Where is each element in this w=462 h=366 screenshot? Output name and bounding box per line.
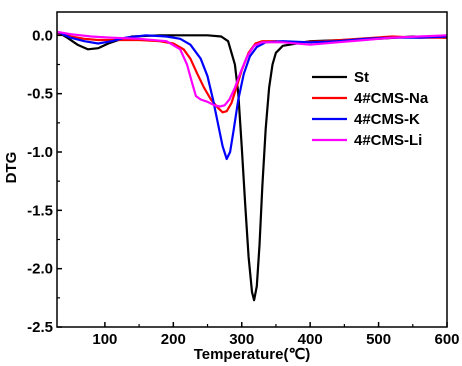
y-tick-label: -2.0: [27, 261, 53, 278]
x-tick-label: 400: [298, 331, 323, 348]
legend-label-2: 4#CMS-K: [354, 111, 420, 128]
plot-frame: [56, 11, 448, 328]
y-tick-label: 0.0: [32, 27, 53, 44]
x-tick-label: 500: [366, 331, 391, 348]
plot-area: [56, 30, 448, 302]
x-tick-label: 200: [161, 331, 186, 348]
x-tick-label: 300: [229, 331, 254, 348]
series-line-3: [56, 30, 448, 108]
legend-label-3: 4#CMS-Li: [354, 132, 422, 149]
x-axis: 100 200 300 400 500 600: [92, 322, 460, 348]
y-tick-label: -0.5: [27, 86, 53, 103]
x-tick-label: 100: [92, 331, 117, 348]
legend: St 4#CMS-Na 4#CMS-K 4#CMS-Li: [312, 69, 429, 149]
y-axis-title: DTG: [3, 152, 20, 184]
legend-label-1: 4#CMS-Na: [354, 90, 429, 107]
y-tick-label: -2.5: [27, 319, 53, 336]
x-axis-title: Temperature(℃): [194, 346, 311, 363]
series-line-0: [56, 30, 448, 302]
y-tick-label: -1.0: [27, 144, 53, 161]
x-tick-label: 600: [434, 331, 459, 348]
y-axis: 0.0 -0.5 -1.0 -1.5 -2.0 -2.5: [27, 27, 62, 336]
legend-label-0: St: [354, 69, 369, 86]
y-tick-label: -1.5: [27, 202, 53, 219]
